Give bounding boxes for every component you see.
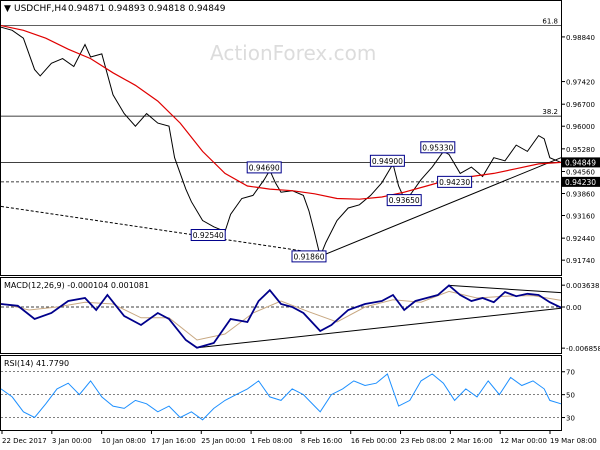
macd-label: MACD(12,26,9) -0.000104 0.001081 — [4, 281, 149, 290]
x-tick-label: 2 Mar 16:00 — [450, 437, 492, 445]
price-tick-label: 0.91740 — [566, 257, 595, 265]
rsi-tick-label: 70 — [566, 369, 575, 377]
price-annotation-box — [291, 250, 327, 263]
fib-level-label: 38.2 — [542, 108, 558, 116]
current-price-tag — [562, 176, 600, 187]
macd-trendline — [196, 307, 562, 349]
price-annotation-box — [386, 194, 422, 207]
price-tick-label: 0.95280 — [566, 146, 595, 154]
price-tick-label: 0.98840 — [566, 34, 595, 42]
x-tick-label: 1 Feb 08:00 — [251, 437, 292, 445]
x-tick-label: 23 Feb 08:00 — [401, 437, 447, 445]
current-price-tag — [562, 157, 600, 168]
price-tick-label: 0.96700 — [566, 101, 595, 109]
chart-ohlc: 0.94871 0.94893 0.94818 0.94849 — [68, 4, 226, 14]
rsi-panel-frame — [0, 355, 562, 431]
macd-signal-series — [0, 290, 562, 341]
price-tick-label: 0.93860 — [566, 191, 595, 199]
chart-symbol: USDCHF,H4 — [14, 4, 67, 14]
rsi-layer: 70 50 30 — [0, 369, 575, 423]
price-annotation-box — [246, 161, 282, 174]
macd-trendline — [448, 284, 562, 294]
trendline — [0, 205, 321, 255]
macd-tick-label: 0.003638 — [566, 282, 599, 290]
current-price-tag-label: 0.94230 — [565, 178, 596, 187]
x-tick-label: 8 Feb 16:00 — [301, 437, 342, 445]
macd-tick-label: -0.006858 — [566, 345, 600, 353]
fib-level-label: 61.8 — [542, 18, 558, 26]
price-tick-label: 0.97420 — [566, 79, 595, 87]
price-series — [0, 26, 562, 259]
x-tick-label: 16 Feb 00:00 — [351, 437, 397, 445]
price-annotation-label: 0.94230 — [439, 178, 470, 187]
price-annotation-box — [437, 175, 473, 188]
price-panel-frame — [0, 0, 562, 276]
rsi-tick-label: 50 — [566, 392, 575, 400]
price-tick-label: 0.94560 — [566, 168, 595, 176]
x-tick-label: 12 Mar 00:00 — [500, 437, 547, 445]
price-annotation-box — [420, 141, 456, 154]
x-axis: 22 Dec 2017 3 Jan 00:00 10 Jan 08:00 17 Jan… — [1, 431, 597, 445]
price-annotation-label: 0.95330 — [422, 143, 453, 152]
x-tick-label: 25 Jan 00:00 — [201, 437, 245, 445]
rsi-series — [0, 373, 562, 421]
chart-header-arrow: ▼ — [4, 4, 11, 14]
price-annotation-label: 0.94690 — [249, 163, 280, 172]
macd-series — [0, 284, 562, 349]
price-annotation-label: 0.92540 — [193, 231, 224, 240]
trendline — [320, 157, 562, 257]
macd-panel-frame — [0, 277, 562, 354]
macd-layer: 0.003638 0.00 -0.006858 — [0, 282, 600, 353]
price-annotation-box — [369, 154, 405, 167]
watermark: ActionForex.com — [210, 41, 376, 65]
x-tick-label: 19 Mar 08:00 — [550, 437, 597, 445]
price-annotation-label: 0.93650 — [389, 196, 420, 205]
price-annotation-label: 0.91860 — [293, 252, 324, 261]
x-tick-label: 22 Dec 2017 — [2, 437, 47, 445]
x-tick-label: 17 Jan 16:00 — [151, 437, 195, 445]
rsi-label: RSI(14) 41.7790 — [4, 359, 69, 368]
price-tick-label: 0.92440 — [566, 235, 595, 243]
macd-tick-label: 0.00 — [566, 304, 582, 312]
price-annotation-box — [190, 229, 226, 242]
price-tick-label: 0.96000 — [566, 123, 595, 131]
x-tick-label: 10 Jan 08:00 — [102, 437, 146, 445]
x-tick-label: 3 Jan 00:00 — [52, 437, 92, 445]
price-tick-label: 0.93160 — [566, 213, 595, 221]
current-price-tag-label: 0.94849 — [565, 158, 596, 167]
price-annotation-label: 0.94900 — [372, 157, 403, 166]
rsi-tick-label: 30 — [566, 415, 575, 423]
price-layer: 61.8 38.2 0.98840 0.97420 0.96700 0.96000 0.95… — [0, 18, 600, 265]
